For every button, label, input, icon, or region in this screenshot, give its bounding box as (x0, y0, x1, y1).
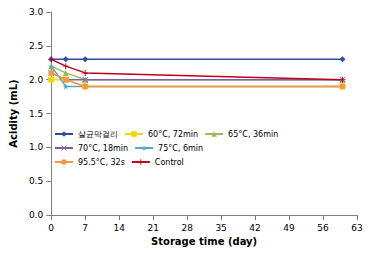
svg-text:Control: Control (155, 158, 184, 167)
svg-text:28: 28 (181, 223, 193, 233)
svg-text:75°C, 6min: 75°C, 6min (158, 144, 203, 153)
svg-text:1.5: 1.5 (29, 109, 43, 119)
svg-text:Acidity (mL): Acidity (mL) (8, 79, 19, 147)
svg-text:63: 63 (351, 223, 362, 233)
svg-text:70°C, 18min: 70°C, 18min (78, 144, 128, 153)
svg-text:살균막걸리: 살균막걸리 (78, 130, 118, 139)
svg-text:56: 56 (317, 223, 329, 233)
svg-text:2.0: 2.0 (29, 75, 44, 85)
svg-text:0.5: 0.5 (29, 176, 43, 186)
svg-text:35: 35 (215, 223, 226, 233)
svg-text:95.5°C, 32s: 95.5°C, 32s (78, 158, 125, 167)
svg-text:Storage time (day): Storage time (day) (151, 236, 257, 247)
svg-text:14: 14 (113, 223, 125, 233)
svg-text:60°C, 72min: 60°C, 72min (148, 130, 198, 139)
svg-text:49: 49 (283, 223, 295, 233)
svg-text:7: 7 (82, 223, 88, 233)
svg-text:42: 42 (249, 223, 260, 233)
svg-text:0.0: 0.0 (29, 210, 44, 220)
svg-text:21: 21 (147, 223, 158, 233)
svg-text:0: 0 (48, 223, 54, 233)
svg-text:2.5: 2.5 (29, 41, 43, 51)
svg-text:3.0: 3.0 (29, 7, 44, 17)
svg-text:1.0: 1.0 (29, 142, 44, 152)
svg-text:65°C, 36min: 65°C, 36min (228, 130, 278, 139)
